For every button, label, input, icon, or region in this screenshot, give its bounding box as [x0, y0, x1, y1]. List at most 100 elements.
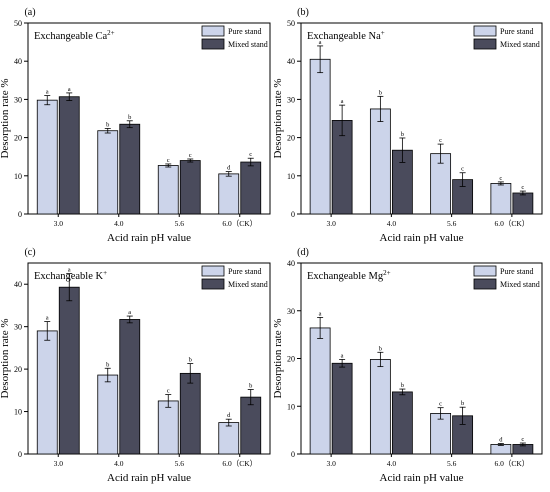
x-tick-label: 4.0	[387, 459, 397, 468]
significance-letter: c	[167, 157, 170, 164]
significance-letter: a	[68, 86, 71, 93]
chart-panel-2: (b) 0 10 20 30 40 50 Desorption rate % Acid rain…	[272, 7, 543, 244]
bar-pure-stand	[97, 130, 119, 215]
significance-letter: b	[379, 89, 382, 96]
bar-pure-stand	[490, 444, 512, 455]
x-tick-label: 4.0	[114, 459, 124, 468]
bar-pure-stand	[218, 173, 240, 215]
chart-title-superscript: 2+	[107, 29, 115, 37]
legend-label: Pure stand	[500, 27, 534, 36]
y-tick-label: 0	[291, 450, 295, 459]
x-tick-label: 3.0	[326, 219, 336, 228]
legend-label: Mixed stand	[228, 280, 268, 289]
x-tick-label: 4.0	[114, 219, 124, 228]
legend-label: Pure stand	[228, 267, 262, 276]
bar-mixed-stand	[391, 391, 413, 455]
significance-letter: a	[46, 315, 49, 322]
x-tick-label: 6.0（CK）	[222, 219, 257, 228]
legend-swatch-mixed	[473, 278, 497, 290]
chart-panel-1: (a) 0 10 20 30 40 50 Desorption rate % Acid rain…	[0, 7, 271, 244]
panel-label: (d)	[297, 247, 309, 258]
chart-title-superscript: +	[381, 29, 385, 37]
chart-title: Exchangeable Na+	[307, 29, 385, 42]
bar-mixed-stand	[179, 160, 201, 215]
x-tick-label: 3.0	[326, 459, 336, 468]
y-axis-label: Desorption rate %	[272, 318, 284, 398]
significance-letter: b	[461, 400, 464, 407]
significance-letter: a	[319, 39, 322, 46]
significance-letter: d	[227, 412, 231, 419]
x-tick-label: 5.6	[175, 219, 185, 228]
x-axis-label: Acid rain pH value	[107, 232, 191, 244]
bar-pure-stand	[369, 359, 391, 455]
significance-letter: c	[439, 401, 442, 408]
plot-frame	[27, 22, 271, 215]
chart-panel-3: (c) 0 10 20 30 40 Desorption rate % Acid rain p…	[0, 247, 271, 484]
significance-letter: b	[249, 382, 252, 389]
y-axis-label: Desorption rate %	[0, 78, 11, 158]
x-axis-label: Acid rain pH value	[380, 232, 464, 244]
x-axis-label: Acid rain pH value	[107, 472, 191, 484]
x-axis-label: Acid rain pH value	[380, 472, 464, 484]
y-tick-label: 30	[287, 307, 295, 316]
bar-pure-stand	[36, 99, 58, 215]
panel-label: (b)	[297, 7, 309, 18]
y-tick-label: 40	[287, 57, 295, 66]
y-tick-label: 50	[14, 19, 22, 28]
chart-title-superscript: +	[103, 269, 107, 277]
y-axis-label: Desorption rate %	[272, 78, 284, 158]
y-tick-label: 20	[287, 355, 295, 364]
bar-pure-stand	[97, 374, 119, 455]
panel-label: (c)	[24, 247, 35, 258]
significance-letter: a	[319, 310, 322, 317]
y-tick-label: 40	[287, 259, 295, 268]
x-tick-label: 6.0（CK）	[222, 459, 257, 468]
significance-letter: c	[167, 388, 170, 395]
plot-frame	[300, 22, 543, 215]
significance-letter: d	[227, 165, 231, 172]
legend-label: Mixed stand	[500, 280, 540, 289]
significance-letter: a	[128, 309, 131, 316]
legend-swatch-mixed	[473, 38, 497, 50]
y-tick-label: 20	[14, 365, 22, 374]
y-tick-label: 10	[14, 408, 22, 417]
bar-mixed-stand	[179, 372, 201, 455]
legend-swatch-pure	[473, 265, 497, 277]
legend-label: Mixed stand	[228, 40, 268, 49]
significance-letter: a	[341, 98, 344, 105]
y-tick-label: 0	[18, 210, 22, 219]
chart-title: Exchangeable Mg2+	[307, 269, 391, 282]
bar-mixed-stand	[58, 286, 80, 455]
chart-title-main: Exchangeable Ca	[34, 31, 108, 42]
bar-mixed-stand	[240, 396, 262, 455]
legend-swatch-mixed	[201, 38, 225, 50]
y-tick-label: 10	[287, 402, 295, 411]
y-tick-label: 30	[287, 95, 295, 104]
chart-title-main: Exchangeable Na	[307, 31, 381, 42]
bar-mixed-stand	[512, 192, 534, 215]
legend-label: Pure stand	[228, 27, 262, 36]
x-tick-label: 5.6	[447, 459, 457, 468]
significance-letter: a	[46, 89, 49, 96]
x-tick-label: 3.0	[54, 219, 64, 228]
bar-mixed-stand	[331, 362, 353, 455]
significance-letter: a	[68, 267, 71, 274]
significance-letter: b	[189, 357, 192, 364]
y-tick-label: 20	[287, 134, 295, 143]
x-tick-label: 6.0（CK）	[494, 459, 529, 468]
significance-letter: b	[128, 114, 131, 121]
chart-title-main: Exchangeable K	[34, 271, 104, 282]
significance-letter: c	[499, 175, 502, 182]
y-axis-label: Desorption rate %	[0, 318, 11, 398]
significance-letter: b	[401, 131, 404, 138]
y-tick-label: 0	[291, 210, 295, 219]
y-tick-label: 20	[14, 134, 22, 143]
bar-pure-stand	[36, 330, 58, 455]
bar-pure-stand	[490, 183, 512, 215]
x-tick-label: 4.0	[387, 219, 397, 228]
significance-letter: b	[379, 345, 382, 352]
y-tick-label: 10	[287, 172, 295, 181]
bar-pure-stand	[157, 400, 179, 455]
bar-mixed-stand	[119, 319, 141, 455]
